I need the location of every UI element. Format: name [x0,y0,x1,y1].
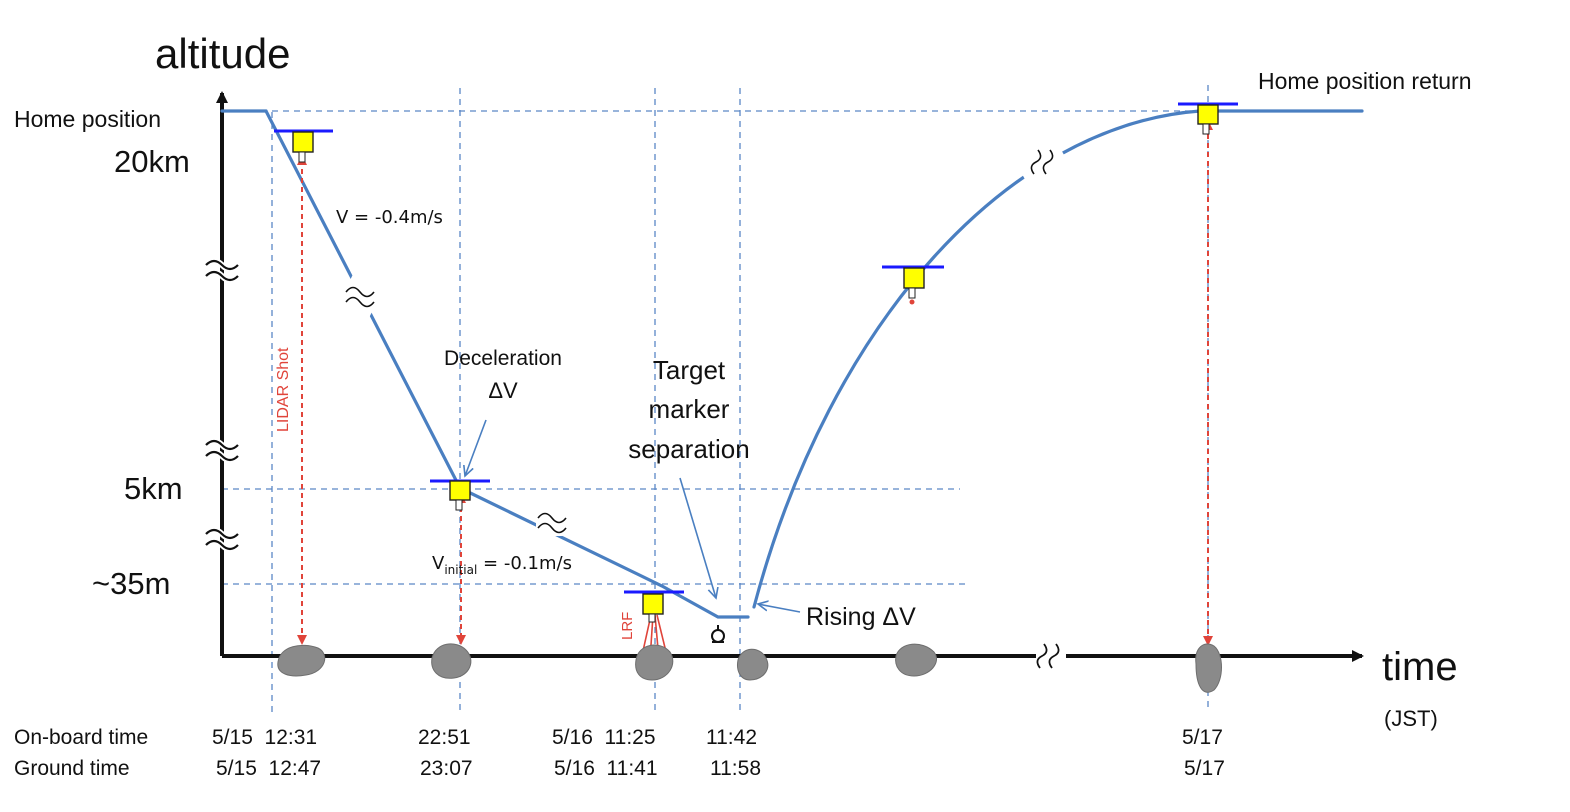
spacecraft-icon [882,265,944,305]
break-icon [1036,643,1060,669]
ground-time-t5: 5/17 [1184,757,1225,780]
break-icon [205,439,239,462]
label-deceleration: Deceleration [444,347,562,370]
label-target-line2: marker [649,394,730,424]
decel-pointer [465,419,487,476]
onboard-time-t1: 5/15 12:31 [212,726,318,749]
break-icon [345,286,375,308]
rising-pointer [758,604,801,613]
break-icon [1030,149,1054,175]
y-axis-breaks [203,258,241,552]
label-5km: 5km [124,471,183,506]
break-icon [205,528,239,551]
trajectory-descent-slow [458,486,750,619]
label-home-position-return: Home position return [1258,68,1472,94]
break-icon [205,259,239,282]
label-lrf: LRF [619,612,636,640]
label-target-line3: separation [628,434,749,464]
trajectory-ascent [752,109,1364,609]
trajectory-breaks [336,129,1073,536]
asteroid [635,644,674,681]
x-axis-break [1036,643,1066,669]
ground-time-t3: 5/16 11:41 [554,757,658,780]
x-axis-unit: (JST) [1384,706,1438,731]
label-lidar-shot: LIDAR Shot [275,347,292,432]
trajectory [220,109,1364,619]
asteroid [1195,643,1222,693]
onboard-time-t2: 22:51 [418,726,471,749]
label-rising-dv: Rising ΔV [806,603,916,631]
spacecraft-icon [1178,102,1238,135]
lidar-shots [297,120,1213,646]
x-axis-label: time [1382,645,1458,689]
y-axis-label: altitude [155,30,290,77]
label-v-initial: Vinitial = -0.1m/s [432,553,572,577]
onboard-time-label: On-board time [14,726,149,749]
label-target-line1: Target [653,355,726,385]
label-velocity-descent: V = -0.4m/s [336,207,443,228]
label-20km: 20km [114,144,190,179]
onboard-time-t3: 5/16 11:25 [552,726,656,749]
ground-time-label: Ground time [14,757,130,780]
break-icon [537,512,567,534]
asteroid [277,644,326,677]
onboard-time-t5: 5/17 [1182,726,1223,749]
asteroid [895,643,937,677]
target-marker-icon [711,625,725,643]
onboard-time-t4: 11:42 [706,726,757,749]
annotation-pointers [465,419,801,613]
spacecraft-icon [624,590,684,623]
asteroid [737,648,769,681]
ground-time-t4: 11:58 [710,757,761,780]
axes [216,91,1364,662]
spacecraft-icon [274,129,333,163]
ground-time-t2: 23:07 [420,757,473,780]
target-pointer [679,477,716,598]
asteroids [277,643,1222,693]
label-35m: ~35m [92,566,170,601]
spacecraft-icon [430,479,490,511]
label-deceleration-dv: ΔV [488,378,518,403]
horizontal-guides [222,110,1235,585]
ground-time-t1: 5/15 12:47 [216,757,322,780]
label-home-position: Home position [14,106,161,132]
asteroid [431,643,472,679]
